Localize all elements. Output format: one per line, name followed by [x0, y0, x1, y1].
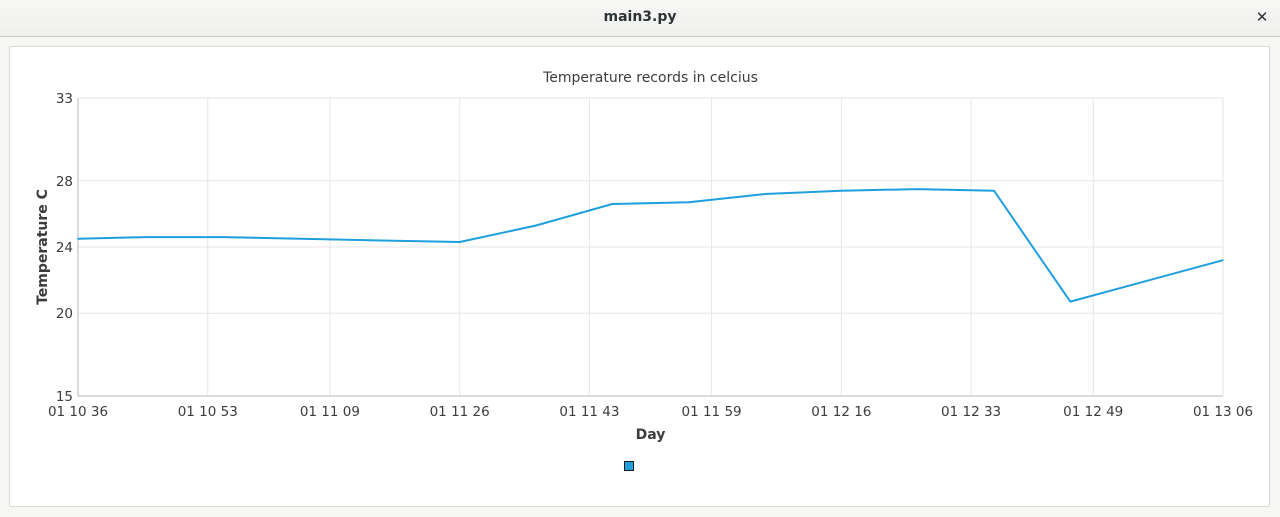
legend-marker	[624, 461, 634, 471]
data-point	[764, 193, 766, 195]
data-point	[374, 239, 377, 242]
x-axis-title: Day	[636, 427, 666, 443]
data-point	[222, 236, 224, 238]
x-tick-label: 01 12 16	[811, 404, 871, 420]
data-point	[993, 189, 995, 192]
x-tick-label: 01 11 09	[300, 404, 360, 420]
data-point	[1069, 300, 1072, 303]
data-point	[840, 189, 843, 192]
close-icon[interactable]: ✕	[1255, 8, 1269, 26]
y-tick-label: 33	[56, 91, 73, 107]
data-point	[687, 201, 690, 204]
x-tick-label: 01 10 36	[48, 404, 108, 420]
data-point	[145, 236, 148, 238]
window-title: main3.py	[603, 9, 677, 25]
x-tick-label: 01 10 53	[178, 404, 238, 420]
data-point	[916, 188, 919, 190]
data-point	[77, 237, 79, 240]
x-tick-label: 01 11 43	[559, 404, 619, 420]
series-line	[77, 188, 1224, 303]
data-point	[535, 224, 537, 227]
data-point	[611, 203, 614, 205]
data-point	[1222, 259, 1224, 262]
x-tick-label: 01 11 59	[682, 404, 742, 420]
line-chart: 15 20 24 28 33 01 10 36 01 10 53 01 11 09 01 11 …	[35, 70, 1253, 471]
y-tick-label: 15	[56, 389, 73, 405]
data-point	[458, 241, 461, 243]
title-bar: main3.py ✕	[0, 0, 1280, 37]
x-tick-label: 01 11 26	[430, 404, 490, 420]
y-axis-title: Temperature C	[35, 189, 51, 305]
chart-panel: 15 20 24 28 33 01 10 36 01 10 53 01 11 09 01 11 …	[9, 46, 1270, 507]
x-tick-label: 01 12 33	[941, 404, 1001, 420]
y-tick-label: 28	[56, 174, 73, 190]
y-tick-label: 24	[56, 240, 73, 256]
x-tick-label: 01 13 06	[1193, 404, 1253, 420]
y-tick-label: 20	[56, 306, 73, 322]
x-tick-label: 01 12 49	[1063, 404, 1123, 420]
chart-title: Temperature records in celcius	[542, 70, 758, 86]
